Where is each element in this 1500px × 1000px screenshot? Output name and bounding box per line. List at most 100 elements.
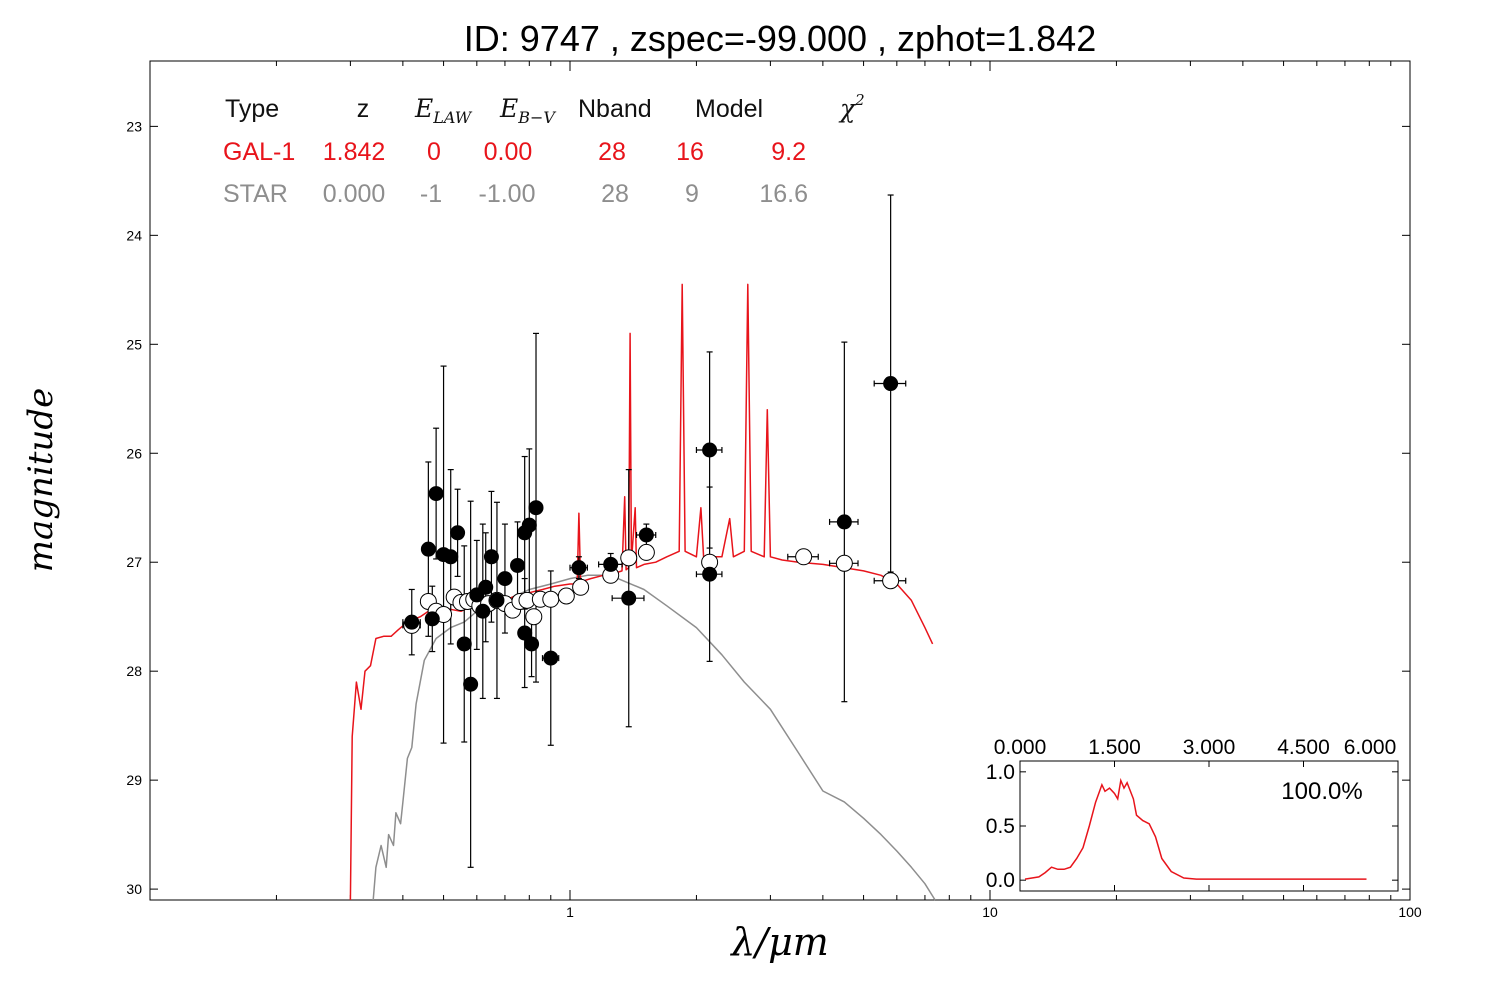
inset-x-tick-label: 1.500 bbox=[1088, 736, 1141, 759]
gal-elaw: 0 bbox=[427, 138, 441, 166]
y-tick-label: 28 bbox=[126, 663, 142, 679]
observed-point bbox=[450, 525, 466, 541]
fit-table: Type z ELAW EB−V Nband Model χ2 GAL-1 1.… bbox=[223, 91, 865, 208]
header-elaw-sub: LAW bbox=[432, 108, 473, 127]
inset-x-tick-label: 3.000 bbox=[1183, 736, 1236, 759]
observed-point bbox=[497, 571, 513, 587]
observed-point bbox=[521, 517, 537, 533]
observed-point bbox=[489, 592, 505, 608]
inset-x-tick-label: 4.500 bbox=[1277, 736, 1330, 759]
header-elaw: ELAW bbox=[414, 94, 473, 127]
observed-point bbox=[420, 541, 436, 557]
observed-point bbox=[428, 486, 444, 502]
data-points bbox=[403, 376, 900, 692]
y-axis-label: magnitude bbox=[21, 388, 61, 573]
model-point bbox=[557, 587, 575, 605]
star-elaw: -1 bbox=[420, 180, 442, 208]
header-ebv: EB−V bbox=[499, 94, 556, 127]
star-nband: 28 bbox=[601, 180, 629, 208]
inset-y-tick-label: 1.0 bbox=[986, 761, 1015, 784]
gal-type: GAL-1 bbox=[223, 138, 295, 166]
pdz-curve bbox=[1024, 777, 1367, 880]
header-chi2-sup: 2 bbox=[854, 91, 865, 109]
star-ebv: -1.00 bbox=[479, 180, 536, 208]
observed-point bbox=[702, 442, 718, 458]
observed-point bbox=[478, 579, 494, 595]
header-nband: Nband bbox=[578, 95, 652, 123]
observed-point bbox=[883, 376, 899, 392]
error-bars bbox=[402, 194, 907, 868]
x-tick-label: 1 bbox=[566, 904, 574, 920]
y-tick-label: 27 bbox=[126, 554, 142, 570]
model-point bbox=[795, 548, 813, 566]
observed-point bbox=[571, 560, 587, 576]
observed-point bbox=[456, 636, 472, 652]
observed-point bbox=[836, 514, 852, 530]
observed-point bbox=[463, 676, 479, 692]
y-tick-label: 26 bbox=[126, 445, 142, 461]
inset-x-tick-label: 6.000 bbox=[1344, 736, 1397, 759]
observed-point bbox=[443, 549, 459, 565]
inset-x-tick-label: 0.000 bbox=[994, 736, 1047, 759]
star-sed-line bbox=[372, 574, 936, 901]
gal-z: 1.842 bbox=[323, 138, 386, 166]
model-point bbox=[882, 572, 900, 590]
model-point bbox=[542, 590, 560, 608]
observed-point bbox=[424, 611, 440, 627]
observed-point bbox=[543, 650, 559, 666]
gal-model: 16 bbox=[676, 138, 704, 166]
row-gal: GAL-1 1.842 0 0.00 28 16 9.2 bbox=[223, 138, 806, 166]
y-tick-label: 30 bbox=[126, 881, 142, 897]
inset-y-tick-label: 0.5 bbox=[986, 815, 1015, 838]
header-ebv-base: E bbox=[499, 94, 518, 123]
header-z: z bbox=[357, 95, 370, 123]
x-tick-label: 10 bbox=[982, 904, 998, 920]
gal-chi2: 9.2 bbox=[771, 138, 806, 166]
x-tick-label: 100 bbox=[1398, 904, 1422, 920]
y-tick-label: 25 bbox=[126, 336, 142, 352]
observed-point bbox=[510, 557, 526, 573]
observed-point bbox=[524, 636, 540, 652]
row-star: STAR 0.000 -1 -1.00 28 9 16.6 bbox=[223, 180, 808, 208]
pdz-line bbox=[1024, 777, 1367, 880]
observed-point bbox=[517, 625, 533, 641]
observed-point bbox=[475, 603, 491, 619]
model-point bbox=[572, 578, 590, 596]
observed-point bbox=[528, 500, 544, 516]
model-point bbox=[620, 549, 638, 567]
header-model: Model bbox=[695, 95, 763, 123]
model-point bbox=[525, 608, 543, 626]
observed-point bbox=[702, 566, 718, 582]
gal-ebv: 0.00 bbox=[484, 138, 533, 166]
star-type: STAR bbox=[223, 180, 288, 208]
x-axis-label: λ/μm bbox=[729, 920, 829, 964]
header-chi2: χ2 bbox=[838, 91, 865, 123]
inset-axis-ticks: 0.000 1.500 3.000 4.500 6.000 0.0 0.5 1.0 bbox=[986, 736, 1399, 892]
inset-frame bbox=[1019, 760, 1399, 892]
pdz-inset: 0.000 1.500 3.000 4.500 6.000 0.0 0.5 1.0 100.0… bbox=[986, 736, 1399, 892]
observed-point bbox=[404, 614, 420, 630]
y-tick-label: 23 bbox=[126, 118, 142, 134]
chart-title: ID: 9747 , zspec=-99.000 , zphot=1.842 bbox=[464, 18, 1096, 59]
observed-point bbox=[621, 590, 637, 606]
y-tick-label: 24 bbox=[126, 227, 142, 243]
observed-point bbox=[638, 527, 654, 543]
star-chi2: 16.6 bbox=[759, 180, 808, 208]
model-point bbox=[637, 543, 655, 561]
observed-point bbox=[483, 549, 499, 565]
observed-point bbox=[603, 556, 619, 572]
inset-annotation: 100.0% bbox=[1281, 778, 1362, 805]
star-model: 9 bbox=[685, 180, 699, 208]
inset-y-tick-label: 0.0 bbox=[986, 869, 1015, 892]
sed-curves bbox=[349, 283, 936, 901]
y-tick-label: 29 bbox=[126, 772, 142, 788]
gal-sed-line bbox=[349, 283, 934, 901]
header-ebv-sub: B−V bbox=[517, 108, 556, 127]
header-chi2-base: χ bbox=[838, 94, 857, 123]
star-z: 0.000 bbox=[323, 180, 386, 208]
header-elaw-base: E bbox=[414, 94, 433, 123]
model-point bbox=[835, 554, 853, 572]
gal-nband: 28 bbox=[598, 138, 626, 166]
